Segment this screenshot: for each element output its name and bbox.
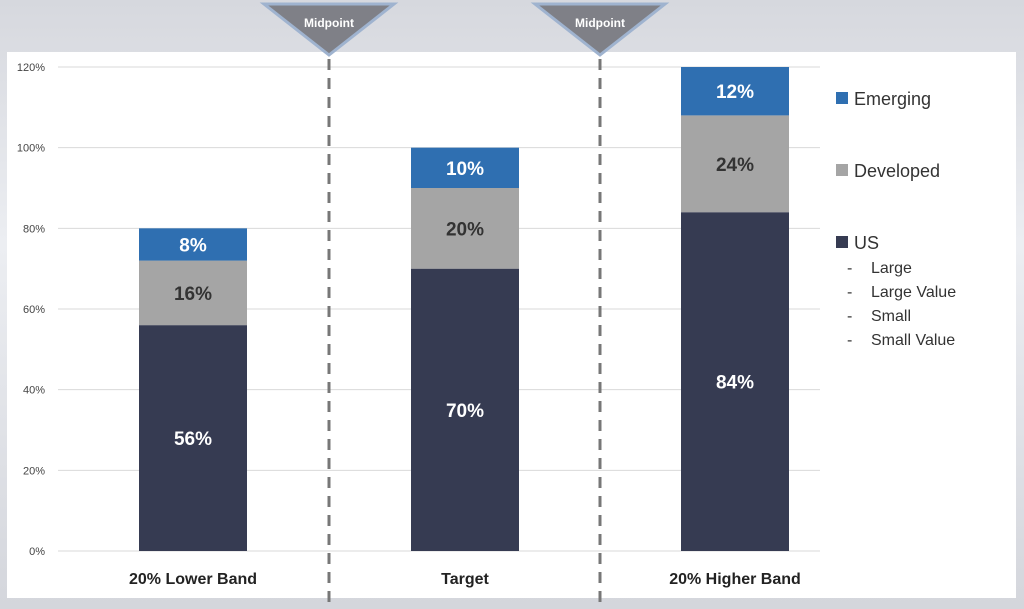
data-label: 16% [174, 284, 212, 305]
legend-sub-bullet: - [847, 308, 852, 325]
y-tick-label: 100% [17, 143, 45, 155]
data-label: 12% [716, 82, 754, 103]
legend-swatch-us [836, 236, 848, 248]
bar-emerging [681, 67, 789, 116]
legend-sub-item: Small Value [871, 332, 955, 349]
bar-us [139, 325, 247, 551]
x-tick-label: 20% Higher Band [669, 571, 801, 588]
legend-sub-item: Large [871, 260, 912, 277]
x-tick-label: 20% Lower Band [129, 571, 257, 588]
midpoint-label: Midpoint [575, 16, 625, 30]
legend-swatch-emerging [836, 92, 848, 104]
midpoint-marker [530, 2, 670, 57]
y-tick-label: 0% [29, 546, 45, 558]
legend-label-developed: Developed [854, 161, 940, 181]
data-label: 84% [716, 373, 754, 394]
midpoint-label: Midpoint [304, 16, 354, 30]
data-label: 10% [446, 159, 484, 180]
legend-sub-item: Large Value [871, 284, 956, 301]
legend-sub-item: Small [871, 308, 911, 325]
bar-emerging [411, 147, 519, 188]
data-label: 70% [446, 401, 484, 422]
y-tick-label: 120% [17, 62, 45, 74]
legend-label-emerging: Emerging [854, 89, 931, 109]
midpoint-marker [259, 2, 399, 57]
data-label: 56% [174, 429, 212, 450]
bar-us [411, 268, 519, 551]
y-tick-label: 20% [23, 465, 45, 477]
legend-sub-bullet: - [847, 332, 852, 349]
data-label: 20% [446, 219, 484, 240]
data-label: 24% [716, 155, 754, 176]
legend-sub-bullet: - [847, 260, 852, 277]
bar-us [681, 212, 789, 551]
y-tick-label: 40% [23, 385, 45, 397]
y-tick-label: 60% [23, 304, 45, 316]
legend-sub-bullet: - [847, 284, 852, 301]
bar-developed [411, 188, 519, 269]
bar-emerging [139, 228, 247, 261]
y-tick-label: 80% [23, 223, 45, 235]
legend-label-us: US [854, 233, 879, 253]
legend-swatch-developed [836, 164, 848, 176]
x-tick-label: Target [441, 571, 489, 588]
data-label: 8% [179, 235, 207, 256]
bar-developed [681, 115, 789, 213]
bar-developed [139, 260, 247, 326]
